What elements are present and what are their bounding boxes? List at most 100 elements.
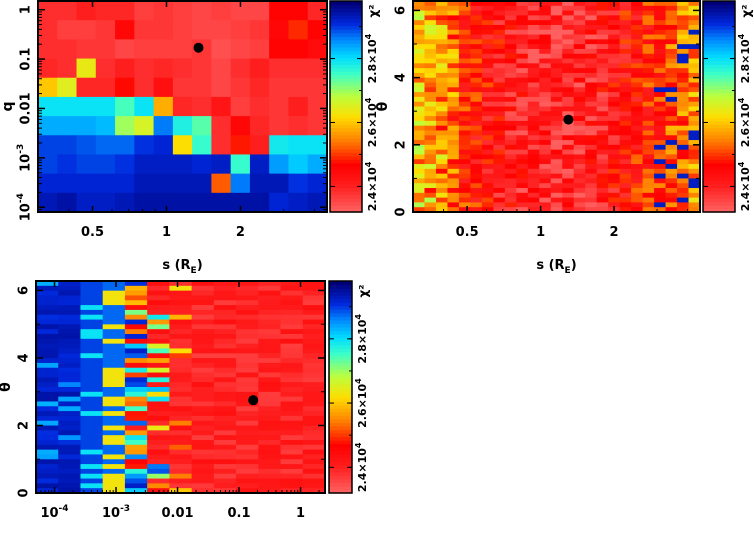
heatmap-cell (619, 106, 632, 112)
heatmap-cell (596, 116, 609, 122)
heatmap-cell (654, 77, 667, 84)
heatmap-cell (654, 125, 667, 132)
heatmap-cell (458, 168, 471, 175)
heatmap-cell (550, 168, 563, 175)
heatmap-cell (619, 77, 632, 84)
heatmap-cell (447, 15, 460, 21)
colorbar-step (329, 408, 352, 413)
heatmap-cell (677, 87, 690, 93)
heatmap-cell (688, 154, 701, 160)
heatmap-cell (102, 300, 126, 306)
colorbar-tick-label-sup: 4 (737, 161, 746, 167)
heatmap-cell (58, 435, 82, 441)
heatmap-cell (213, 464, 237, 470)
heatmap-cell (516, 192, 529, 199)
heatmap-cell (585, 183, 598, 189)
heatmap-cell (80, 295, 104, 301)
heatmap-cell (169, 406, 193, 412)
heatmap-cell (80, 343, 104, 350)
heatmap-cell (665, 154, 678, 160)
heatmap-cell (36, 401, 59, 407)
heatmap-cell (36, 430, 59, 436)
heatmap-cell (435, 24, 449, 31)
heatmap-cell (80, 319, 104, 325)
colorbar-step (329, 379, 352, 385)
colorbar-step (703, 180, 735, 185)
heatmap-cell (677, 15, 690, 21)
heatmap-cell (665, 82, 678, 88)
colorbar-step (330, 71, 362, 76)
heatmap-cell (504, 92, 517, 98)
x-tick-label: 10-4 (40, 504, 68, 521)
heatmap-cell (619, 39, 632, 45)
heatmap-cell (642, 207, 655, 213)
heatmap-cell (435, 1, 449, 7)
x-tick-label: 1 (296, 506, 305, 521)
heatmap-cell (493, 111, 506, 117)
heatmap-cell (413, 82, 426, 88)
heatmap-cell (642, 197, 655, 204)
heatmap-cell (80, 459, 104, 465)
heatmap-cell (642, 202, 655, 208)
heatmap-cell (102, 420, 126, 427)
colorbar-step (703, 1, 735, 6)
heatmap-cell (302, 329, 326, 335)
heatmap-cell (573, 68, 586, 74)
heatmap-cell (585, 72, 598, 79)
heatmap-cell (435, 168, 449, 175)
heatmap-cell (147, 367, 170, 374)
heatmap-cell (677, 1, 690, 7)
heatmap-cell (562, 135, 575, 141)
colorbar-step (329, 390, 352, 395)
heatmap-cell (435, 173, 449, 180)
heatmap-cell (38, 154, 58, 175)
heatmap-cell (596, 1, 609, 7)
heatmap-cell (608, 149, 621, 156)
heatmap-cell (642, 53, 655, 60)
heatmap-cell (236, 420, 259, 427)
heatmap-cell (470, 20, 483, 26)
heatmap-cell (608, 87, 621, 93)
heatmap-cell (596, 5, 609, 12)
heatmap-cell (470, 120, 483, 127)
colorbar-step (330, 166, 362, 171)
heatmap-cell (677, 20, 690, 26)
heatmap-cell (470, 188, 483, 194)
colorbar-step (329, 302, 352, 307)
heatmap-cell (258, 329, 282, 335)
heatmap-cell (124, 338, 148, 345)
heatmap-cell (493, 202, 506, 208)
colorbar-step (703, 95, 735, 101)
heatmap-cell (58, 285, 82, 292)
heatmap-cell (470, 68, 483, 74)
heatmap-cell (191, 281, 215, 287)
heatmap-cell (102, 358, 126, 364)
heatmap-cell (458, 140, 471, 146)
heatmap-cell (102, 338, 126, 345)
heatmap-cell (80, 377, 104, 383)
heatmap-cell (102, 483, 126, 489)
heatmap-cell (302, 387, 326, 393)
colorbar-step (330, 117, 362, 122)
heatmap-cell (236, 440, 259, 446)
heatmap-cell (665, 15, 678, 21)
heatmap-cell (458, 202, 471, 208)
heatmap-cell (36, 353, 59, 359)
colorbar-step (330, 113, 362, 118)
heatmap-cell (516, 77, 529, 84)
heatmap-cell (631, 63, 644, 69)
heatmap-cell (124, 343, 148, 350)
heatmap-cell (631, 5, 644, 12)
heatmap-cell (504, 183, 517, 189)
heatmap-cell (654, 92, 667, 98)
heatmap-cell (58, 415, 82, 422)
heatmap-cell (102, 334, 126, 340)
heatmap-cell (413, 29, 426, 36)
heatmap-cell (147, 396, 170, 403)
heatmap-cell (608, 96, 621, 103)
heatmap-cell (191, 468, 215, 475)
heatmap-cell (213, 367, 237, 374)
heatmap-cell (236, 309, 259, 316)
heatmap-cell (619, 96, 632, 103)
heatmap-cell (413, 164, 426, 170)
